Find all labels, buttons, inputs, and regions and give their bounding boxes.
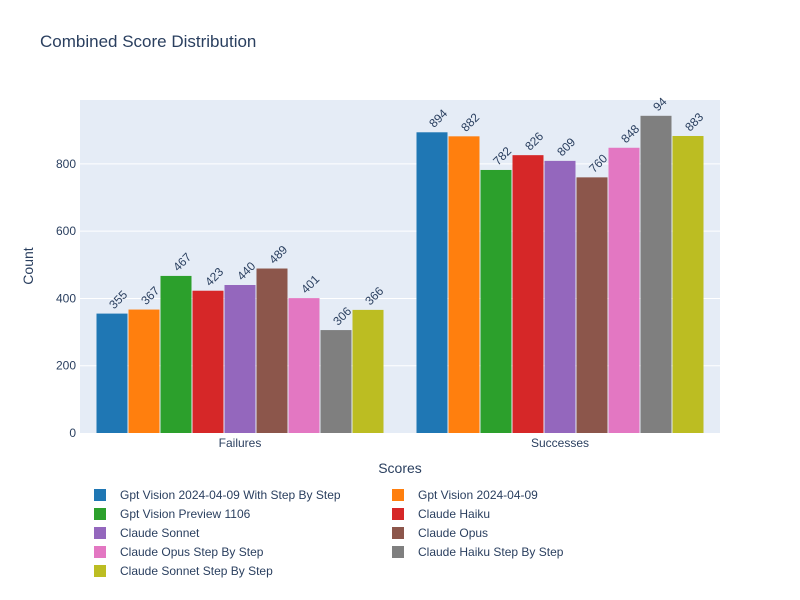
- legend-label: Gpt Vision 2024-04-09: [418, 488, 538, 502]
- legend-item[interactable]: Claude Opus: [392, 526, 488, 540]
- legend-swatch: [94, 508, 106, 520]
- y-tick-label: 200: [56, 359, 76, 373]
- legend-swatch: [94, 489, 106, 501]
- legend-item[interactable]: Claude Haiku: [392, 507, 490, 521]
- legend-label: Claude Opus Step By Step: [120, 545, 264, 559]
- bar: [352, 309, 384, 433]
- legend-item[interactable]: Gpt Vision Preview 1106: [94, 507, 250, 521]
- bar: [512, 155, 544, 433]
- bar: [544, 160, 576, 433]
- bar: [320, 330, 352, 433]
- legend-swatch: [392, 489, 404, 501]
- y-tick-label: 400: [56, 291, 76, 305]
- legend-swatch: [94, 527, 106, 539]
- legend-label: Claude Sonnet Step By Step: [120, 564, 273, 578]
- y-axis-label: Count: [20, 247, 36, 284]
- bar: [480, 169, 512, 434]
- bar: [448, 136, 480, 433]
- bar: [288, 298, 320, 433]
- legend-item[interactable]: Gpt Vision 2024-04-09: [392, 488, 538, 502]
- legend-swatch: [94, 565, 106, 577]
- y-tick-labels: 0 200 400 600 800: [56, 157, 76, 440]
- x-tick-label: Successes: [531, 436, 589, 450]
- legend-label: Claude Opus: [418, 526, 489, 540]
- y-tick-label: 0: [69, 426, 76, 440]
- bar: [640, 115, 672, 434]
- x-tick-labels: Failures Successes: [219, 436, 589, 450]
- legend-label: Claude Sonnet: [120, 526, 200, 540]
- bar: [128, 309, 160, 433]
- bar: [224, 285, 256, 433]
- legend-swatch: [94, 546, 106, 558]
- y-tick-label: 600: [56, 224, 76, 238]
- bars: [96, 115, 704, 434]
- legend-label: Gpt Vision 2024-04-09 With Step By Step: [120, 488, 341, 502]
- legend-swatch: [392, 546, 404, 558]
- x-axis-label: Scores: [378, 460, 422, 476]
- legend-item[interactable]: Claude Sonnet Step By Step: [94, 564, 273, 578]
- legend-item[interactable]: Gpt Vision 2024-04-09 With Step By Step: [94, 488, 341, 502]
- chart-title: Combined Score Distribution: [40, 32, 257, 51]
- legend-label: Claude Haiku: [418, 507, 491, 521]
- bar: [672, 135, 704, 433]
- bar: [192, 290, 224, 433]
- bar: [96, 313, 128, 433]
- legend-label: Gpt Vision Preview 1106: [120, 507, 251, 521]
- x-tick-label: Failures: [219, 436, 262, 450]
- legend-item[interactable]: Claude Haiku Step By Step: [392, 545, 563, 559]
- bar: [160, 275, 192, 433]
- bar: [416, 132, 448, 434]
- bar: [256, 268, 288, 433]
- bar: [576, 177, 608, 433]
- bar: [608, 147, 640, 433]
- legend-swatch: [392, 508, 404, 520]
- legend-item[interactable]: Claude Sonnet: [94, 526, 199, 540]
- legend-label: Claude Haiku Step By Step: [418, 545, 564, 559]
- legend-swatch: [392, 527, 404, 539]
- legend-item[interactable]: Claude Opus Step By Step: [94, 545, 263, 559]
- y-tick-label: 800: [56, 157, 76, 171]
